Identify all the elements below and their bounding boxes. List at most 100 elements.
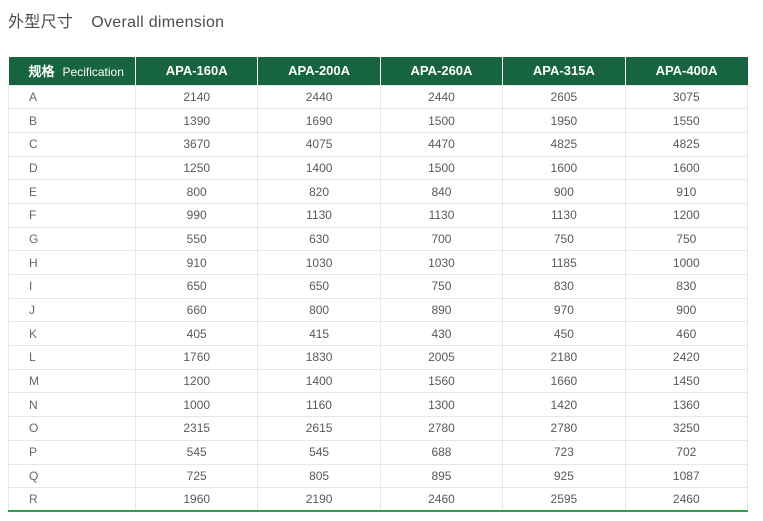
table-head-row: 规格 Pecification APA-160A APA-200A APA-260… — [8, 57, 748, 85]
row-label: E — [8, 179, 136, 204]
table-cell: 1000 — [624, 250, 749, 275]
table-cell: 3250 — [624, 416, 749, 441]
table-cell: 650 — [134, 274, 259, 299]
row-label: I — [8, 274, 136, 299]
table-cell: 2595 — [502, 487, 626, 513]
row-label: J — [8, 297, 136, 323]
table-cell: 4825 — [624, 131, 749, 157]
table-cell: 1300 — [379, 392, 504, 418]
table-cell: 1000 — [134, 392, 259, 418]
row-label: B — [8, 108, 136, 133]
table-row: Q 725 805 895 925 1087 — [8, 463, 749, 489]
row-label: R — [8, 487, 136, 513]
table-cell: 2420 — [624, 345, 749, 370]
table-cell: 1400 — [257, 155, 381, 181]
table-cell: 700 — [379, 226, 504, 252]
table-cell: 910 — [624, 179, 749, 204]
table-cell: 1200 — [134, 368, 259, 394]
table-row: D 1250 1400 1500 1600 1600 — [8, 155, 749, 181]
row-label: H — [8, 250, 136, 275]
table-row: M 1200 1400 1560 1660 1450 — [8, 368, 749, 394]
row-label: F — [8, 202, 136, 228]
table-cell: 2140 — [134, 84, 259, 110]
table-cell: 1420 — [502, 392, 626, 418]
table-cell: 800 — [257, 297, 381, 323]
table-cell: 800 — [134, 179, 259, 204]
table-cell: 2190 — [257, 487, 381, 513]
table-row: O 2315 2615 2780 2780 3250 — [8, 416, 749, 441]
table-head: 规格 Pecification APA-160A APA-200A APA-260… — [8, 57, 748, 85]
table-cell: 1760 — [134, 345, 259, 370]
table-cell: 820 — [257, 179, 381, 204]
table-cell: 750 — [502, 226, 626, 252]
table-cell: 688 — [379, 439, 504, 465]
table-cell: 1087 — [624, 463, 749, 489]
table-cell: 1600 — [502, 155, 626, 181]
table-cell: 1450 — [624, 368, 749, 394]
table-cell: 2615 — [257, 416, 381, 441]
table-cell: 450 — [502, 321, 626, 347]
table-cell: 4075 — [257, 131, 381, 157]
table-cell: 890 — [379, 297, 504, 323]
table-cell: 3075 — [624, 84, 749, 110]
table-cell: 550 — [134, 226, 259, 252]
table-cell: 460 — [624, 321, 749, 347]
table-cell: 1250 — [134, 155, 259, 181]
table-cell: 1130 — [379, 202, 504, 228]
table-cell: 1030 — [257, 250, 381, 275]
table-row: N 1000 1160 1300 1420 1360 — [8, 392, 749, 418]
table-row: G 550 630 700 750 750 — [8, 226, 749, 252]
table-cell: 1390 — [134, 108, 259, 133]
table-cell: 3670 — [134, 131, 259, 157]
table-cell: 910 — [134, 250, 259, 275]
table-cell: 660 — [134, 297, 259, 323]
table-cell: 545 — [134, 439, 259, 465]
table-cell: 1360 — [624, 392, 749, 418]
table-cell: 1030 — [379, 250, 504, 275]
table-body: A 2140 2440 2440 2605 3075 B 1390 1690 1500 195… — [8, 84, 749, 513]
table-cell: 1830 — [257, 345, 381, 370]
table-cell: 1660 — [502, 368, 626, 394]
table-cell: 4470 — [379, 131, 504, 157]
column-header-apa-200a: APA-200A — [257, 57, 381, 85]
table-cell: 2180 — [502, 345, 626, 370]
table-row: C 3670 4075 4470 4825 4825 — [8, 131, 749, 157]
table-cell: 2440 — [257, 84, 381, 110]
row-label: D — [8, 155, 136, 181]
table-cell: 415 — [257, 321, 381, 347]
table-cell: 405 — [134, 321, 259, 347]
page-title: 外型尺寸 Overall dimension — [8, 8, 224, 32]
table-cell: 750 — [624, 226, 749, 252]
row-label: A — [8, 84, 136, 110]
spec-label-chinese: 规格 — [28, 64, 55, 80]
table-cell: 2440 — [379, 84, 504, 110]
table-row: E 800 820 840 900 910 — [8, 179, 749, 204]
table-cell: 830 — [502, 274, 626, 299]
table-cell: 830 — [624, 274, 749, 299]
table-cell: 970 — [502, 297, 626, 323]
table-row: P 545 545 688 723 702 — [8, 439, 749, 465]
table-cell: 1690 — [257, 108, 381, 133]
table-cell: 1200 — [624, 202, 749, 228]
table-cell: 750 — [379, 274, 504, 299]
table-row: B 1390 1690 1500 1950 1550 — [8, 108, 749, 133]
table-cell: 1560 — [379, 368, 504, 394]
table-cell: 2460 — [624, 487, 749, 513]
table-cell: 1130 — [257, 202, 381, 228]
table-row: A 2140 2440 2440 2605 3075 — [8, 84, 749, 110]
table-cell: 725 — [134, 463, 259, 489]
table-cell: 2605 — [502, 84, 626, 110]
table-row: H 910 1030 1030 1185 1000 — [8, 250, 749, 275]
spec-header-cell: 规格 Pecification — [8, 57, 136, 85]
table-row: F 990 1130 1130 1130 1200 — [8, 202, 749, 228]
table-cell: 630 — [257, 226, 381, 252]
table-cell: 430 — [379, 321, 504, 347]
page-title-english: Overall dimension — [91, 14, 225, 31]
table-cell: 900 — [624, 297, 749, 323]
table-cell: 1550 — [624, 108, 749, 133]
overall-dimension-table: 规格 Pecification APA-160A APA-200A APA-260… — [8, 57, 749, 513]
table-cell: 4825 — [502, 131, 626, 157]
page-title-chinese: 外型尺寸 — [8, 14, 74, 31]
row-label: Q — [8, 463, 136, 489]
